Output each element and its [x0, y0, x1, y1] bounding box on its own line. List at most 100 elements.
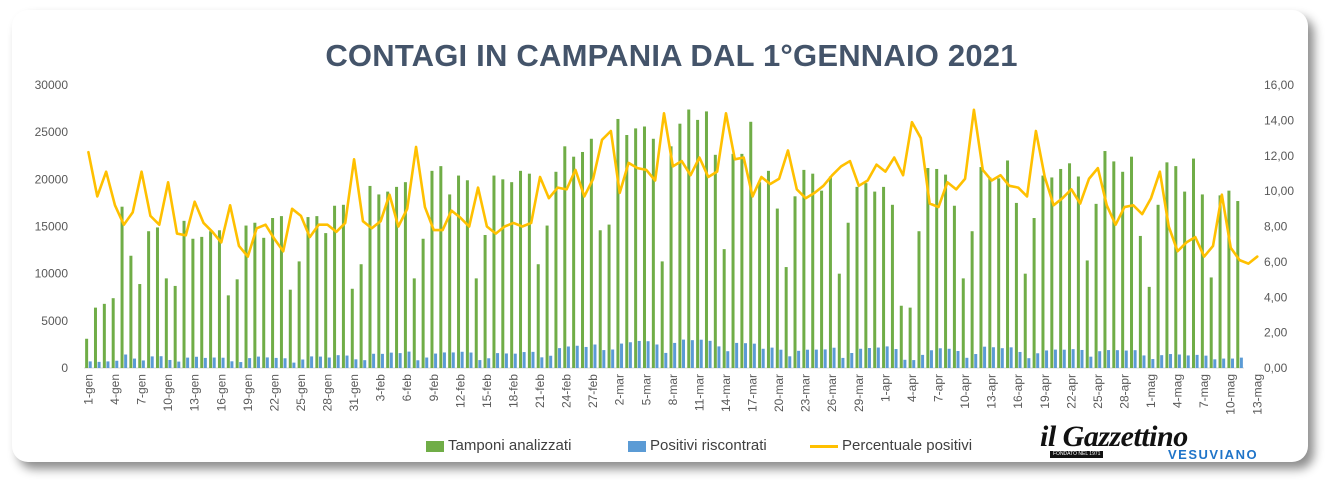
- bar-positivi: [788, 356, 792, 368]
- bar-tamponi: [642, 126, 646, 368]
- bar-tamponi: [191, 238, 195, 368]
- x-tick-label: 10-gen: [161, 374, 175, 411]
- bar-tamponi: [1032, 218, 1036, 368]
- bar-tamponi: [1200, 194, 1204, 368]
- bar-positivi: [938, 348, 942, 368]
- bar-tamponi: [784, 267, 788, 368]
- bar-tamponi: [1138, 235, 1142, 368]
- bar-positivi: [124, 354, 128, 368]
- y-tick-label: 10000: [35, 267, 69, 281]
- y2-tick-label: 10,00: [1264, 184, 1294, 198]
- line-percentuale: [87, 108, 1259, 265]
- bar-positivi: [354, 359, 358, 368]
- bar-positivi: [921, 354, 925, 368]
- bar-positivi: [407, 351, 411, 368]
- bar-tamponi: [979, 167, 983, 368]
- bar-tamponi: [713, 154, 717, 368]
- bar-positivi: [168, 359, 172, 368]
- bar-positivi: [620, 343, 624, 368]
- legend-swatch-blue: [628, 440, 646, 452]
- bar-positivi: [1018, 351, 1022, 368]
- y-tick-label: 25000: [35, 125, 69, 139]
- x-tick-label: 27-feb: [586, 374, 600, 408]
- bar-tamponi: [864, 183, 868, 368]
- bar-tamponi: [598, 230, 602, 368]
- bar-tamponi: [625, 135, 629, 368]
- x-tick-label: 7-gen: [135, 374, 149, 405]
- bar-positivi: [496, 353, 500, 368]
- x-tick-label: 2-mar: [613, 374, 627, 405]
- bar-positivi: [1053, 349, 1057, 368]
- bar-positivi: [115, 360, 119, 368]
- bar-tamponi: [669, 146, 673, 368]
- bar-positivi: [1045, 350, 1049, 368]
- bar-tamponi: [324, 233, 328, 368]
- bar-tamponi: [164, 278, 168, 368]
- bar-positivi: [1009, 347, 1013, 368]
- bar-positivi: [292, 362, 296, 368]
- y-tick-label: 15000: [35, 220, 69, 234]
- bar-tamponi: [1041, 175, 1045, 368]
- bar-positivi: [159, 356, 163, 368]
- bar-positivi: [513, 353, 517, 368]
- bar-tamponi: [988, 177, 992, 368]
- y-tick-label: 5000: [41, 314, 68, 328]
- bar-tamponi: [333, 205, 337, 368]
- bar-tamponi: [1130, 156, 1134, 368]
- bar-tamponi: [944, 174, 948, 368]
- bar-positivi: [699, 339, 703, 368]
- bar-positivi: [983, 346, 987, 368]
- bar-positivi: [903, 359, 907, 368]
- chart-title: CONTAGI IN CAMPANIA DAL 1°GENNAIO 2021: [325, 38, 1018, 73]
- bar-positivi: [1177, 354, 1181, 368]
- bar-tamponi: [758, 182, 762, 368]
- bar-positivi: [929, 350, 933, 368]
- bar-positivi: [593, 344, 597, 368]
- bar-tamponi: [1023, 273, 1027, 368]
- y2-tick-label: 14,00: [1264, 113, 1294, 127]
- bar-tamponi: [536, 264, 540, 368]
- bar-tamponi: [961, 278, 965, 368]
- bar-tamponi: [465, 180, 469, 368]
- bar-tamponi: [492, 175, 496, 368]
- bar-positivi: [221, 357, 225, 368]
- bar-positivi: [628, 342, 632, 368]
- bar-tamponi: [359, 264, 363, 368]
- bar-positivi: [797, 350, 801, 368]
- legend-label-tamponi: Tamponi analizzati: [448, 437, 572, 454]
- bar-positivi: [611, 349, 615, 368]
- bar-positivi: [336, 355, 340, 368]
- y2-tick-label: 0,00: [1264, 361, 1288, 375]
- bar-positivi: [823, 349, 827, 368]
- x-tick-label: 3-feb: [374, 374, 388, 402]
- bar-tamponi: [837, 273, 841, 368]
- bar-positivi: [841, 357, 845, 368]
- bar-positivi: [133, 358, 136, 368]
- bar-positivi: [274, 357, 278, 368]
- bar-positivi: [673, 342, 677, 368]
- x-tick-label: 10-mag: [1224, 374, 1238, 415]
- bar-tamponi: [651, 138, 655, 368]
- bar-tamponi: [935, 168, 939, 368]
- bar-tamponi: [1192, 158, 1195, 368]
- x-tick-label: 31-gen: [347, 374, 361, 411]
- bar-tamponi: [111, 298, 115, 368]
- bar-tamponi: [262, 237, 266, 368]
- bar-tamponi: [846, 222, 850, 368]
- bar-positivi: [717, 346, 721, 368]
- bar-tamponi: [315, 216, 319, 368]
- bar-positivi: [372, 353, 376, 368]
- y2-tick-label: 16,00: [1264, 78, 1294, 92]
- bar-tamponi: [1059, 168, 1063, 368]
- bar-positivi: [327, 357, 331, 368]
- bar-positivi: [248, 358, 252, 368]
- bar-tamponi: [430, 170, 434, 368]
- legend-swatch-green: [426, 440, 444, 452]
- bar-tamponi: [793, 196, 797, 368]
- bar-tamponi: [519, 170, 523, 368]
- bar-tamponi: [634, 128, 638, 368]
- bar-tamponi: [279, 216, 283, 368]
- bar-positivi: [965, 357, 969, 368]
- bar-tamponi: [1103, 151, 1107, 368]
- y2-tick-label: 6,00: [1264, 255, 1288, 269]
